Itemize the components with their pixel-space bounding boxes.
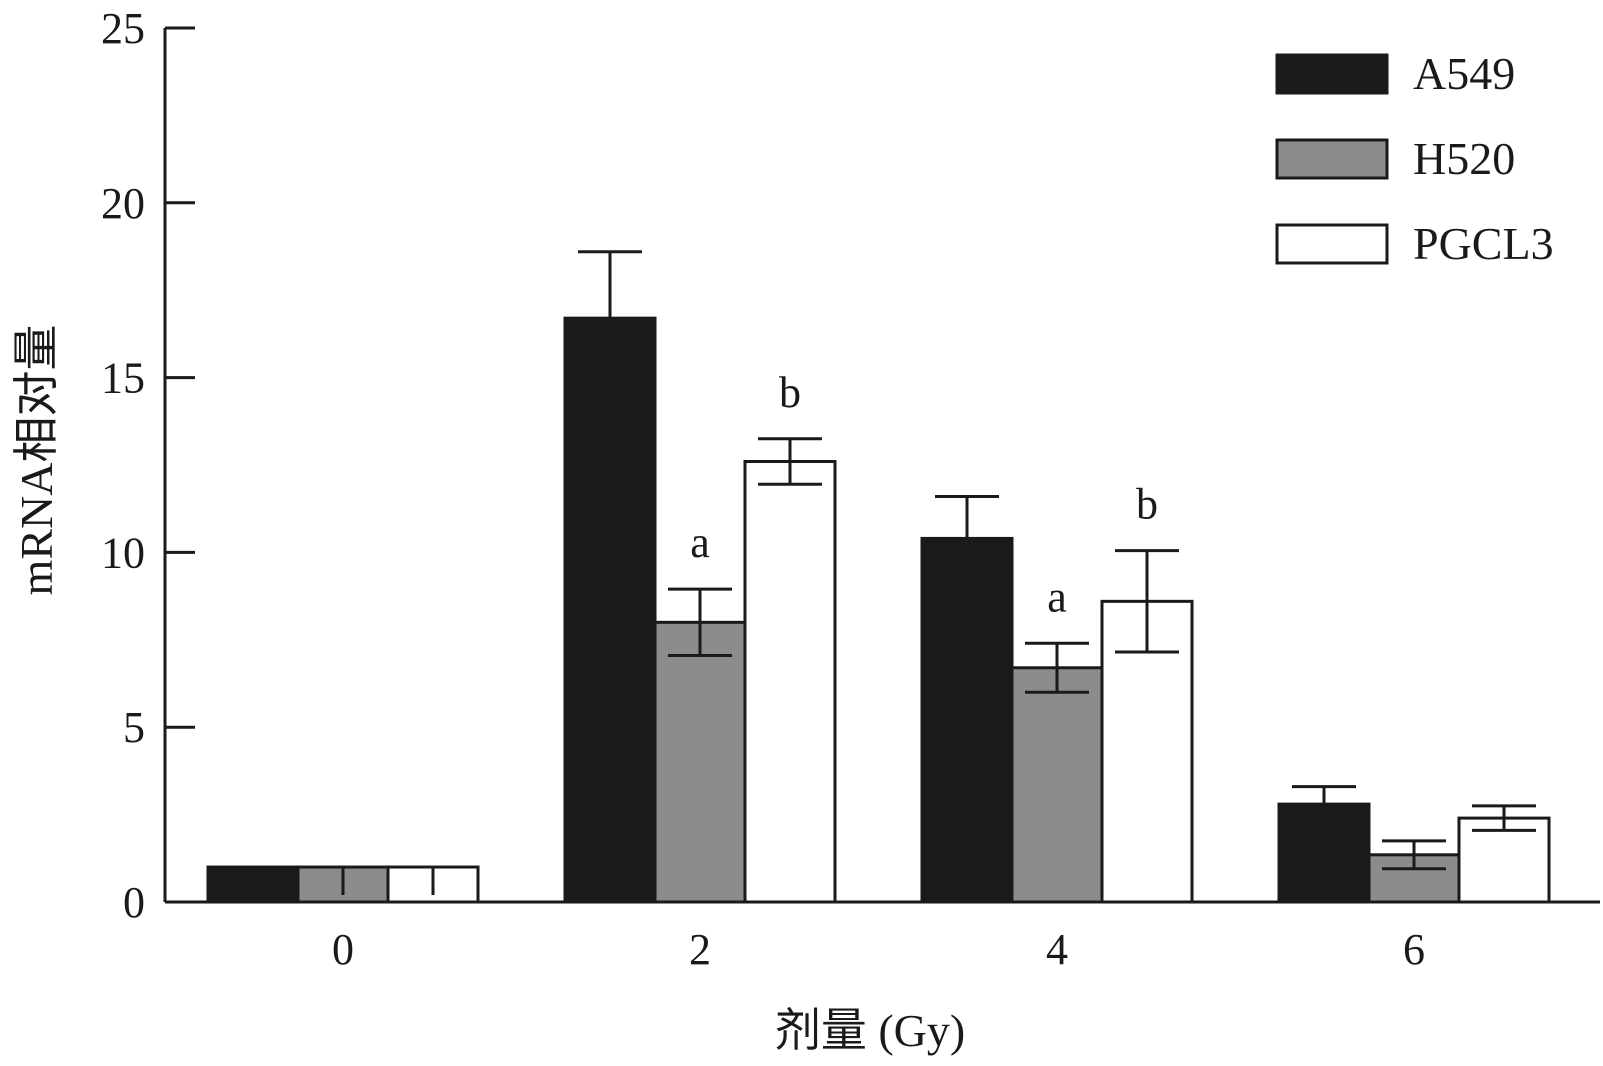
x-tick-label: 4 <box>1046 925 1068 974</box>
error-bars <box>251 250 1536 896</box>
legend-label-a549: A549 <box>1413 48 1515 99</box>
bar-pgcl3-2 <box>743 460 837 904</box>
y-tick-label: 5 <box>123 703 145 752</box>
x-tick-label: 2 <box>689 925 711 974</box>
y-tick-label: 10 <box>101 528 145 577</box>
legend-swatch-pgcl3 <box>1275 223 1389 265</box>
bar-h520-0 <box>296 865 390 904</box>
legend-label-h520: H520 <box>1413 133 1515 184</box>
significance-label: a <box>1047 572 1067 621</box>
x-tick-label: 6 <box>1403 925 1425 974</box>
legend-swatch-h520 <box>1275 138 1389 180</box>
significance-annotations: a b a b <box>690 368 1158 622</box>
significance-label: b <box>1136 480 1158 529</box>
y-tick-label: 20 <box>101 179 145 228</box>
y-axis-label: mRNA相对量 <box>11 325 62 596</box>
bar-h520-2 <box>653 620 747 904</box>
legend-swatch-a549 <box>1275 53 1389 95</box>
x-tick-label: 0 <box>332 925 354 974</box>
bars <box>206 316 1551 904</box>
significance-label: a <box>690 518 710 567</box>
legend: A549 H520 PGCL3 <box>1275 48 1554 269</box>
legend-label-pgcl3: PGCL3 <box>1413 218 1554 269</box>
y-tick-label: 15 <box>101 354 145 403</box>
bar-a549-2 <box>563 316 657 904</box>
y-tick-label: 25 <box>101 4 145 53</box>
y-tick-label: 0 <box>123 878 145 927</box>
bar-a549-4 <box>920 536 1014 904</box>
significance-label: b <box>779 368 801 417</box>
bar-pgcl3-6 <box>1457 816 1551 904</box>
bar-h520-4 <box>1010 666 1104 904</box>
x-axis-label: 剂量 (Gy) <box>775 1005 965 1056</box>
